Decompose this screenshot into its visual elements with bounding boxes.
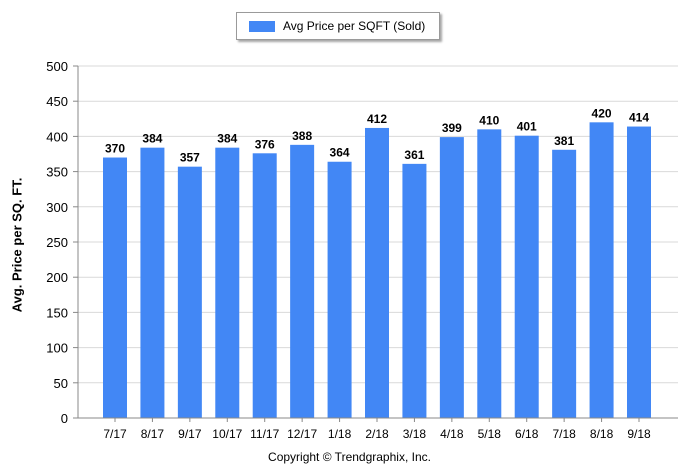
bar-value-label: 399 [442, 121, 462, 135]
bar-value-label: 401 [517, 120, 537, 134]
y-tick-label: 450 [46, 94, 68, 109]
x-tick-label: 10/17 [212, 427, 242, 441]
legend: Avg Price per SQFT (Sold) [236, 12, 440, 40]
bar-value-label: 381 [554, 134, 574, 148]
bar-value-label: 361 [404, 148, 424, 162]
x-tick-label: 8/18 [590, 427, 614, 441]
x-tick-label: 9/17 [178, 427, 202, 441]
x-tick-label: 3/18 [403, 427, 427, 441]
bar [402, 163, 427, 418]
bar-value-label: 384 [217, 132, 237, 146]
bar-value-label: 384 [142, 132, 162, 146]
bar-value-label: 370 [105, 142, 125, 156]
bar [514, 135, 539, 419]
bar-value-label: 357 [180, 151, 200, 165]
bar [439, 137, 464, 418]
x-tick-label: 1/18 [328, 427, 352, 441]
bar-value-label: 410 [479, 113, 499, 127]
bar [252, 153, 277, 418]
y-tick-label: 50 [54, 376, 68, 391]
x-tick-label: 7/18 [552, 427, 576, 441]
bar [552, 149, 577, 418]
bars [103, 122, 651, 419]
bar [589, 122, 614, 418]
x-tick-label: 7/17 [103, 427, 127, 441]
y-tick-label: 500 [46, 59, 68, 74]
y-tick-label: 350 [46, 165, 68, 180]
legend-swatch [249, 21, 275, 32]
y-tick-label: 250 [46, 235, 68, 250]
bar [103, 157, 127, 418]
x-tick-label: 12/17 [287, 427, 317, 441]
bar [290, 144, 315, 418]
bar-value-label: 414 [629, 111, 649, 125]
bar-value-label: 376 [255, 137, 275, 151]
x-tick-label: 4/18 [440, 427, 464, 441]
bar [627, 126, 651, 418]
y-tick-label: 150 [46, 305, 68, 320]
copyright-text: Copyright © Trendgraphix, Inc. [268, 450, 431, 464]
bar [215, 147, 240, 418]
x-tick-label: 8/17 [141, 427, 165, 441]
y-axis-label: Avg. Price per SQ. FT. [9, 177, 25, 313]
axes: 0 50 100 150 200 250 300 350 400 450 500 7/17 8/17 9/… [46, 59, 678, 441]
x-tick-label: 5/18 [478, 427, 502, 441]
bar [365, 127, 389, 419]
bar-value-label: 364 [330, 146, 350, 160]
x-tick-label: 6/18 [515, 427, 539, 441]
x-tick-label: 9/18 [627, 427, 651, 441]
data-labels: 370 384 357 384 376 388 364 412 361 399 410 401 381 4… [105, 106, 649, 164]
y-tick-label: 200 [46, 270, 68, 285]
x-tick-label: 11/17 [250, 427, 279, 441]
bar [140, 147, 165, 418]
bar-value-label: 388 [292, 129, 312, 143]
bar-value-label: 420 [592, 106, 612, 120]
y-tick-label: 0 [61, 411, 68, 426]
y-tick-label: 300 [46, 200, 68, 215]
x-tick-label: 2/18 [365, 427, 389, 441]
bar [327, 161, 352, 418]
legend-label: Avg Price per SQFT (Sold) [283, 19, 426, 33]
bar-value-label: 412 [367, 112, 387, 126]
bar [177, 166, 202, 418]
bar [477, 129, 502, 419]
y-tick-label: 100 [46, 341, 68, 356]
y-tick-label: 400 [46, 129, 68, 144]
